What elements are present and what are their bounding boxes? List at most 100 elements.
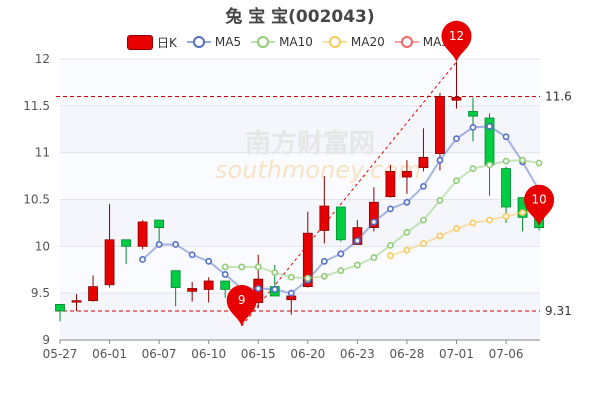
candle-body [55,304,65,312]
candle [170,270,181,307]
ma-point [436,156,444,164]
ma-point [238,263,246,271]
line-legend-icon [394,35,419,49]
legend-label: 日K [157,35,177,50]
candle [88,275,98,302]
candle [451,61,462,109]
candle [121,239,131,265]
ma-point [519,156,526,164]
candle-body [302,232,313,288]
ma-point [469,219,477,227]
pin-icon [524,184,555,226]
ma-point [486,161,493,169]
ma-point [254,285,262,292]
ma-line-ma20 [390,209,540,257]
ma-point [469,165,477,172]
ma-point [155,241,163,248]
legend-item[interactable]: MA5 [186,35,241,49]
ma-point [502,133,510,141]
candle-body [187,288,198,292]
candle [203,277,214,303]
ma-point [420,240,427,247]
candle [71,294,82,311]
ma-point [353,261,361,269]
candle-body [137,221,148,247]
candle-body [402,170,412,178]
ma-point [386,241,394,249]
mark-point-pin: 9 [226,284,257,326]
ma-point [436,232,444,240]
ma-point [320,272,328,280]
ma-point [502,212,510,220]
mark-point-label: 10 [531,193,546,207]
ma-point [221,263,229,271]
ma-point [254,263,262,271]
candle-body [335,206,346,241]
ma-point [353,237,361,245]
legend-item[interactable]: MA10 [251,35,313,49]
y-tick-label: 12 [35,52,50,66]
x-tick-label: 05-27 [43,347,78,361]
grid-band [60,199,540,247]
ma-point [502,157,510,165]
candle-body [203,280,214,290]
candle-body [121,239,131,247]
y-tick-label: 10.5 [23,193,50,207]
candle-body [385,170,396,198]
ma-point [287,289,295,297]
x-tick-label: 06-28 [389,347,424,361]
candle-body [435,96,445,155]
candle [137,220,148,250]
candle [335,206,346,242]
candle [55,304,65,322]
mark-point-pin: 12 [441,20,472,62]
trend-line [241,61,457,327]
legend-item[interactable]: MA20 [322,35,385,49]
ma-point [320,257,328,265]
y-tick-label: 9.5 [31,286,50,300]
candle-body [468,111,478,117]
candle [468,97,478,142]
ma-point [370,254,378,261]
ma-point [188,251,196,259]
ma-point [420,182,427,190]
candle-body [368,201,379,228]
y-tick-label: 10 [35,239,50,253]
mark-point-label: 12 [449,29,464,43]
ma-point [139,256,146,263]
candle [104,204,115,288]
mark-point-label: 9 [238,293,246,307]
line-legend-icon [322,35,347,49]
x-tick-label: 07-01 [439,347,474,361]
ma-point [519,209,526,217]
ma-point [453,225,460,232]
grid-band [60,152,540,200]
ma-point [453,177,460,185]
candle-body [220,280,231,290]
candle-body [154,219,165,229]
mark-point-pin: 10 [524,184,555,226]
ma-point [221,271,229,278]
x-tick-label: 06-10 [191,347,226,361]
mark-line-label: 9.31 [545,304,572,318]
ma-point [205,257,213,265]
ma-point [386,205,394,213]
ma-point [403,246,411,254]
y-tick-label: 11.5 [23,99,50,113]
ma-point [420,216,427,224]
legend-label: MA10 [279,35,313,49]
ma-point [370,218,378,226]
legend-item[interactable]: 日K [127,34,177,51]
candle [220,280,231,298]
candle-body [88,286,98,302]
candle-legend-icon [127,34,153,50]
ma-point [304,274,312,282]
candle-body [104,239,115,286]
grid-band [60,293,540,340]
ma-point [172,241,180,248]
ma-point [535,159,543,167]
mark-line-label: 11.6 [545,89,572,103]
ma-point [436,197,444,204]
candle-body [71,300,82,303]
